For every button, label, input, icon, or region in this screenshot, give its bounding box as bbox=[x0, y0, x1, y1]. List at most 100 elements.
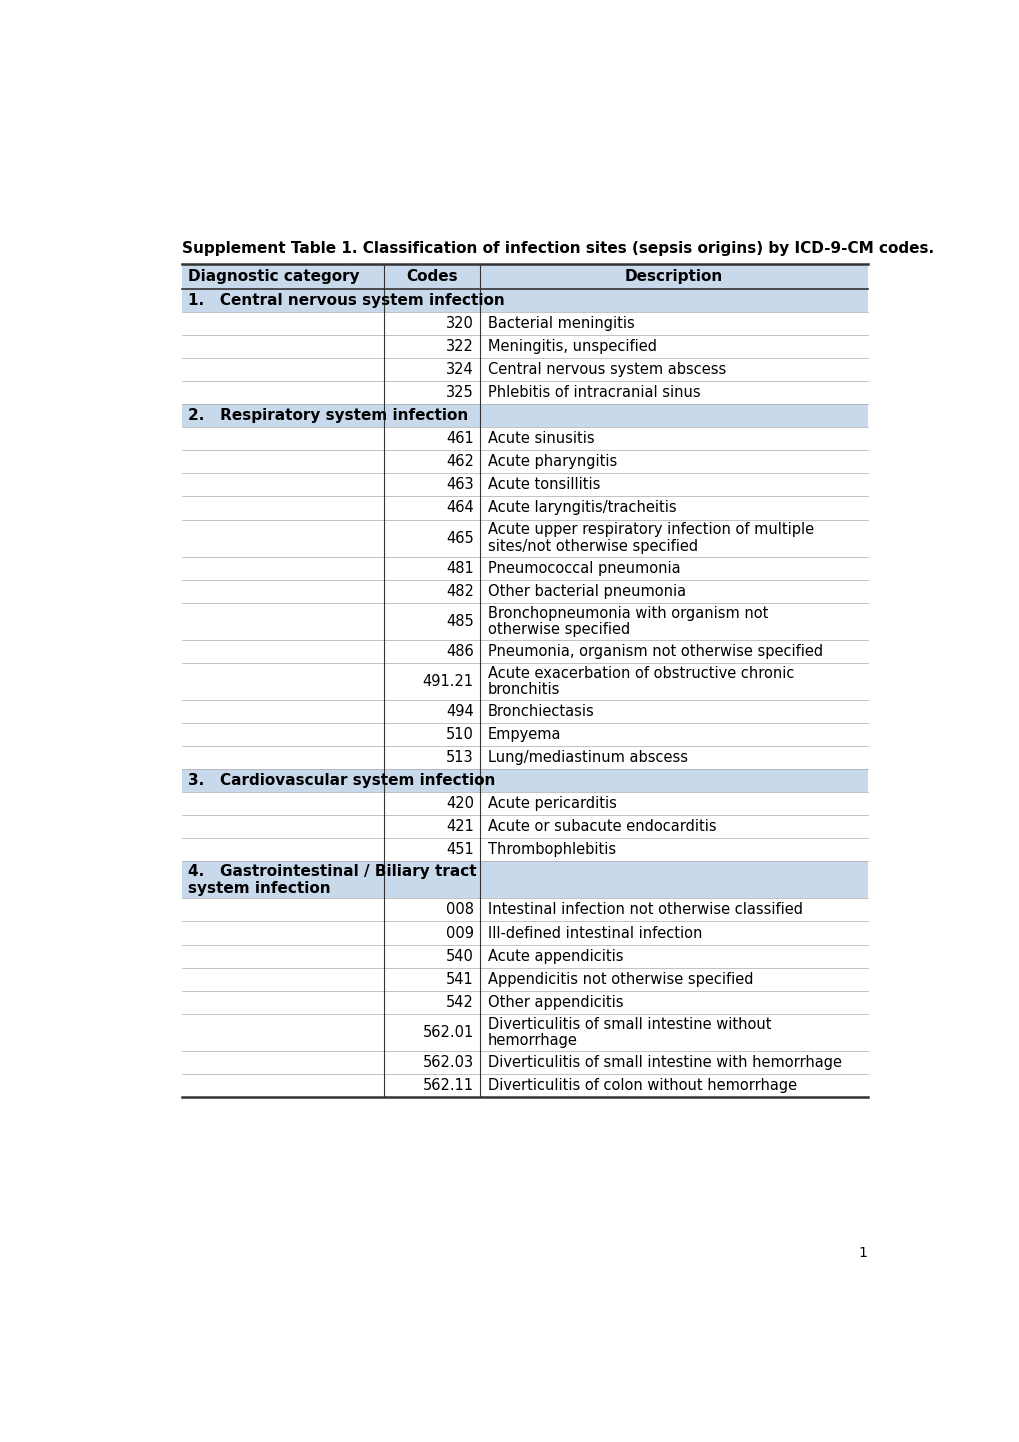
Bar bbox=[181, 1014, 867, 1051]
Bar bbox=[181, 427, 867, 450]
Text: Bronchopneumonia with organism not: Bronchopneumonia with organism not bbox=[487, 606, 767, 620]
Text: system infection: system infection bbox=[187, 881, 330, 895]
Bar bbox=[181, 815, 867, 838]
Text: Acute pharyngitis: Acute pharyngitis bbox=[487, 454, 616, 469]
Bar bbox=[181, 311, 867, 335]
Text: 421: 421 bbox=[445, 819, 474, 835]
Bar bbox=[181, 746, 867, 769]
Bar bbox=[181, 450, 867, 473]
Text: 325: 325 bbox=[445, 385, 474, 399]
Text: 461: 461 bbox=[445, 431, 474, 446]
Text: 1.   Central nervous system infection: 1. Central nervous system infection bbox=[187, 293, 504, 307]
Bar bbox=[181, 473, 867, 496]
Text: Other bacterial pneumonia: Other bacterial pneumonia bbox=[487, 584, 686, 598]
Text: 324: 324 bbox=[445, 362, 474, 376]
Text: Ill-defined intestinal infection: Ill-defined intestinal infection bbox=[487, 926, 701, 940]
Text: Diverticulitis of colon without hemorrhage: Diverticulitis of colon without hemorrha… bbox=[487, 1079, 796, 1093]
Text: 481: 481 bbox=[445, 561, 474, 575]
Text: 4.   Gastrointestinal / Biliary tract: 4. Gastrointestinal / Biliary tract bbox=[187, 864, 476, 880]
Text: 464: 464 bbox=[445, 500, 474, 515]
Bar bbox=[181, 921, 867, 945]
Text: Bronchiectasis: Bronchiectasis bbox=[487, 704, 594, 718]
Text: Lung/mediastinum abscess: Lung/mediastinum abscess bbox=[487, 750, 687, 764]
Text: 3.   Cardiovascular system infection: 3. Cardiovascular system infection bbox=[187, 773, 495, 789]
Text: 009: 009 bbox=[445, 926, 474, 940]
Text: 491.21: 491.21 bbox=[422, 673, 474, 689]
Text: 1: 1 bbox=[858, 1246, 867, 1260]
Bar bbox=[181, 663, 867, 699]
Text: Description: Description bbox=[624, 268, 722, 284]
Bar bbox=[181, 769, 867, 792]
Text: Acute exacerbation of obstructive chronic: Acute exacerbation of obstructive chroni… bbox=[487, 666, 794, 681]
Text: 008: 008 bbox=[445, 903, 474, 917]
Text: 485: 485 bbox=[445, 614, 474, 629]
Text: otherwise specified: otherwise specified bbox=[487, 622, 630, 637]
Bar bbox=[181, 404, 867, 427]
Text: 462: 462 bbox=[445, 454, 474, 469]
Bar bbox=[181, 898, 867, 921]
Bar bbox=[181, 838, 867, 861]
Text: 320: 320 bbox=[445, 316, 474, 330]
Bar bbox=[181, 557, 867, 580]
Bar bbox=[181, 264, 867, 288]
Text: 562.11: 562.11 bbox=[422, 1079, 474, 1093]
Text: Appendicitis not otherwise specified: Appendicitis not otherwise specified bbox=[487, 972, 753, 986]
Text: 463: 463 bbox=[446, 477, 474, 492]
Text: Phlebitis of intracranial sinus: Phlebitis of intracranial sinus bbox=[487, 385, 700, 399]
Bar bbox=[181, 603, 867, 640]
Bar bbox=[181, 968, 867, 991]
Text: Diagnostic category: Diagnostic category bbox=[187, 268, 360, 284]
Text: Acute pericarditis: Acute pericarditis bbox=[487, 796, 616, 812]
Bar bbox=[181, 335, 867, 358]
Text: Acute appendicitis: Acute appendicitis bbox=[487, 949, 623, 963]
Text: Pneumonia, organism not otherwise specified: Pneumonia, organism not otherwise specif… bbox=[487, 643, 822, 659]
Bar bbox=[181, 699, 867, 722]
Bar bbox=[181, 358, 867, 381]
Text: Meningitis, unspecified: Meningitis, unspecified bbox=[487, 339, 656, 353]
Text: Empyema: Empyema bbox=[487, 727, 560, 741]
Bar bbox=[181, 1074, 867, 1097]
Text: Acute laryngitis/tracheitis: Acute laryngitis/tracheitis bbox=[487, 500, 676, 515]
Text: Diverticulitis of small intestine without: Diverticulitis of small intestine withou… bbox=[487, 1017, 770, 1031]
Text: 510: 510 bbox=[445, 727, 474, 741]
Text: Diverticulitis of small intestine with hemorrhage: Diverticulitis of small intestine with h… bbox=[487, 1056, 841, 1070]
Bar bbox=[181, 496, 867, 519]
Text: sites/not otherwise specified: sites/not otherwise specified bbox=[487, 539, 697, 554]
Text: Other appendicitis: Other appendicitis bbox=[487, 995, 623, 1009]
Text: 451: 451 bbox=[445, 842, 474, 858]
Text: 541: 541 bbox=[445, 972, 474, 986]
Bar bbox=[181, 792, 867, 815]
Bar bbox=[181, 580, 867, 603]
Bar bbox=[181, 722, 867, 746]
Text: 542: 542 bbox=[445, 995, 474, 1009]
Text: 494: 494 bbox=[445, 704, 474, 718]
Text: Thrombophlebitis: Thrombophlebitis bbox=[487, 842, 615, 858]
Text: 513: 513 bbox=[446, 750, 474, 764]
Text: Central nervous system abscess: Central nervous system abscess bbox=[487, 362, 726, 376]
Text: Supplement Table 1. Classification of infection sites (sepsis origins) by ICD-9-: Supplement Table 1. Classification of in… bbox=[181, 241, 933, 255]
Text: 486: 486 bbox=[445, 643, 474, 659]
Text: Acute tonsillitis: Acute tonsillitis bbox=[487, 477, 599, 492]
Text: Acute upper respiratory infection of multiple: Acute upper respiratory infection of mul… bbox=[487, 522, 813, 538]
Bar bbox=[181, 640, 867, 663]
Text: hemorrhage: hemorrhage bbox=[487, 1032, 577, 1048]
Text: 420: 420 bbox=[445, 796, 474, 812]
Text: 465: 465 bbox=[445, 531, 474, 545]
Bar bbox=[181, 1051, 867, 1074]
Bar bbox=[181, 991, 867, 1014]
Text: 562.03: 562.03 bbox=[422, 1056, 474, 1070]
Text: Codes: Codes bbox=[406, 268, 458, 284]
Text: Pneumococcal pneumonia: Pneumococcal pneumonia bbox=[487, 561, 680, 575]
Text: 540: 540 bbox=[445, 949, 474, 963]
Text: Acute or subacute endocarditis: Acute or subacute endocarditis bbox=[487, 819, 715, 835]
Bar bbox=[181, 945, 867, 968]
Bar bbox=[181, 519, 867, 557]
Bar bbox=[181, 861, 867, 898]
Text: 482: 482 bbox=[445, 584, 474, 598]
Bar bbox=[181, 381, 867, 404]
Text: 322: 322 bbox=[445, 339, 474, 353]
Text: Bacterial meningitis: Bacterial meningitis bbox=[487, 316, 634, 330]
Text: Acute sinusitis: Acute sinusitis bbox=[487, 431, 594, 446]
Text: 562.01: 562.01 bbox=[422, 1025, 474, 1040]
Text: bronchitis: bronchitis bbox=[487, 682, 559, 696]
